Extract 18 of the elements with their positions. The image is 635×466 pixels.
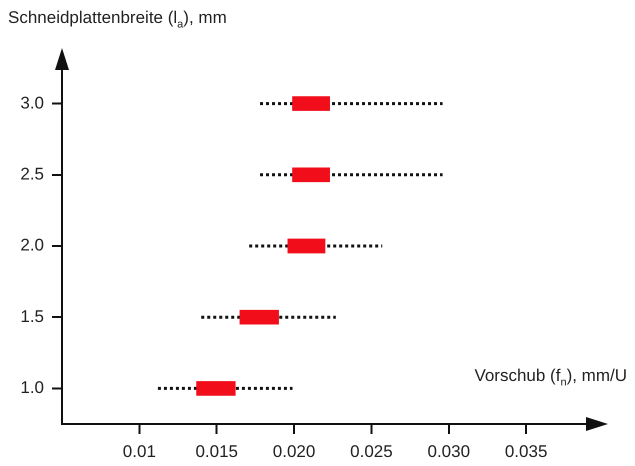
bar: [292, 96, 330, 111]
x-tick-label: 0.035: [504, 442, 548, 461]
x-tick-label: 0.025: [350, 442, 393, 461]
x-tick-label: 0.020: [272, 442, 316, 461]
bar: [292, 167, 330, 182]
bar: [196, 381, 236, 396]
x-tick-label: 0.01: [122, 442, 156, 461]
y-tick-label: 1.0: [20, 378, 44, 398]
x-tick-label: 0.015: [195, 442, 238, 461]
x-axis-title: Vorschub (f$_{n}$), mm/U: [474, 366, 627, 388]
bar: [240, 310, 279, 325]
y-axis-title: Schneidplattenbreite (l$_{a}$), mm: [8, 8, 227, 30]
y-tick-label: 2.0: [20, 236, 44, 255]
y-tick-label: 1.5: [20, 306, 44, 326]
x-tick-label: 0.030: [427, 442, 470, 461]
y-tick-label: 3.0: [20, 93, 44, 112]
bar: [288, 238, 326, 254]
y-tick-label: 2.5: [20, 164, 44, 184]
